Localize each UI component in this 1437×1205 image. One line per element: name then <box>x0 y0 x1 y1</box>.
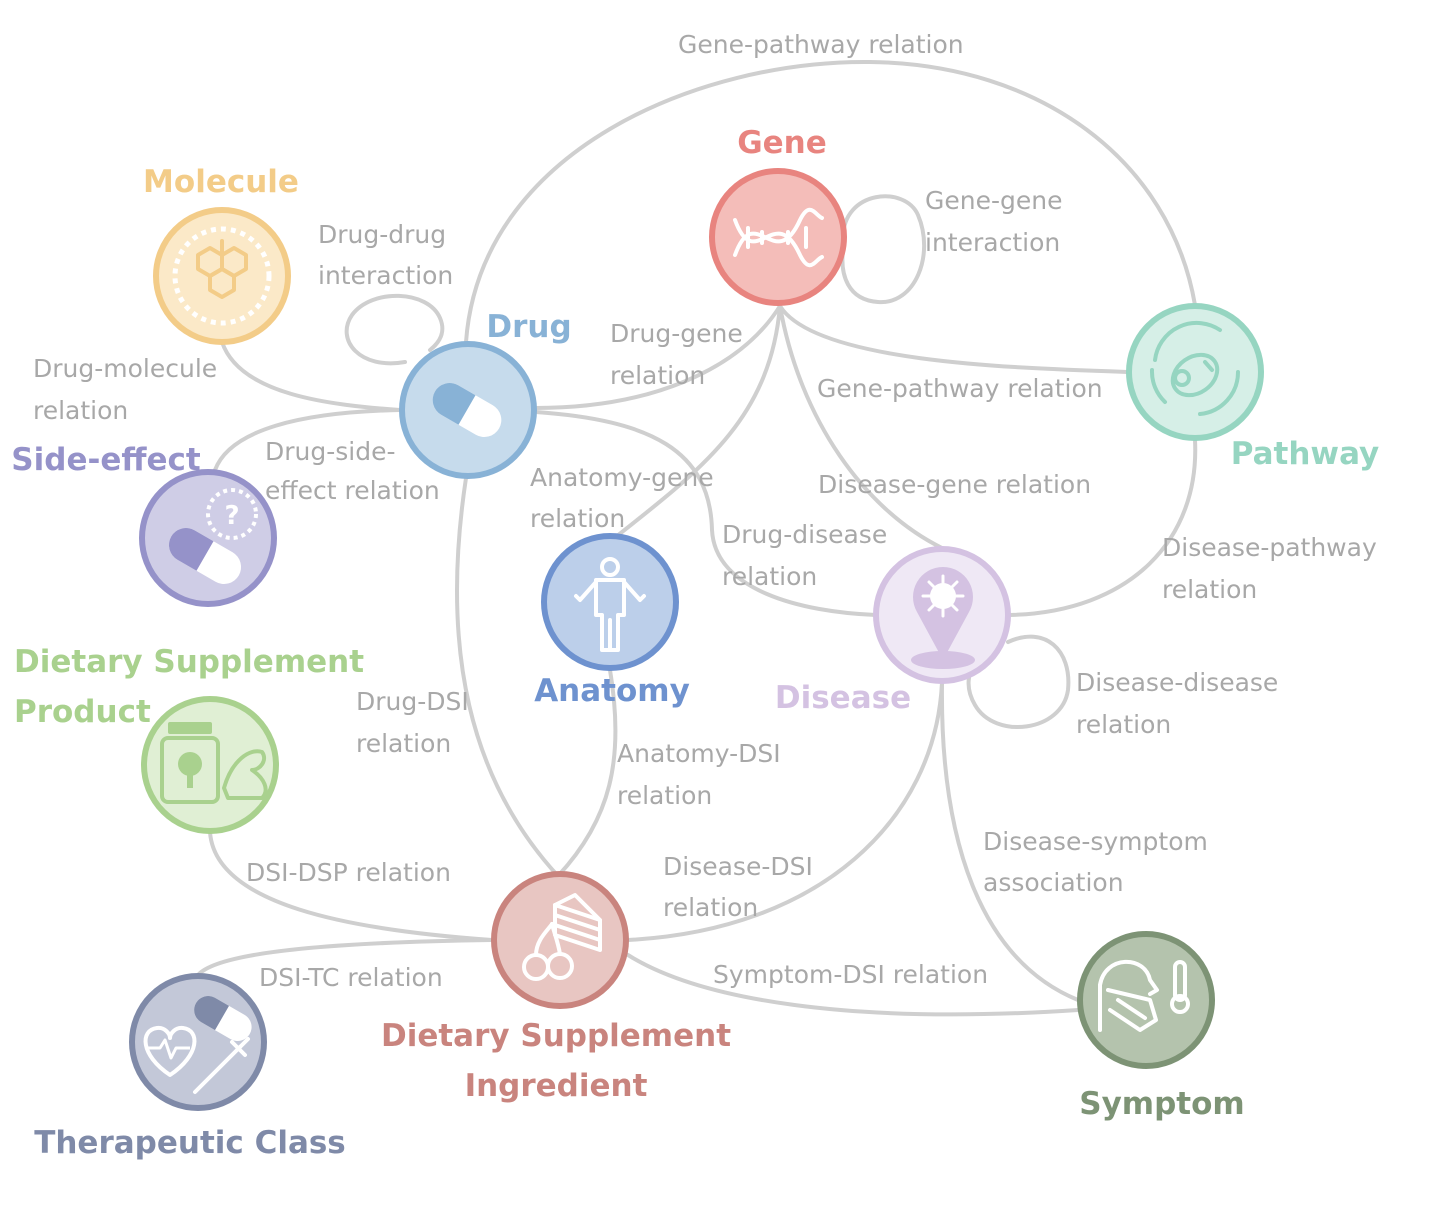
label-drug-side-effect-1: Drug-side- <box>265 437 396 466</box>
node-anatomy: Anatomy <box>534 533 690 709</box>
label-anatomy-dsi-1: Anatomy-DSI <box>617 739 781 768</box>
label-drug-side-effect-2: effect relation <box>265 476 440 505</box>
molecule-label: Molecule <box>143 164 299 200</box>
label-drug-drug-2: interaction <box>318 261 453 290</box>
edge-disease-dsi <box>626 681 944 942</box>
heart-pill-syringe-icon <box>143 996 252 1094</box>
cycle-cell-icon <box>1149 321 1241 416</box>
supplement-bottle-arm-icon <box>160 722 268 804</box>
label-gene-pathway-top: Gene-pathway relation <box>678 30 964 59</box>
therapeutic-class-label: Therapeutic Class <box>34 1125 346 1161</box>
label-gene-pathway-mid: Gene-pathway relation <box>817 374 1103 403</box>
pathway-label: Pathway <box>1231 436 1380 472</box>
label-drug-drug-1: Drug-drug <box>318 220 446 249</box>
dsi-node-circle <box>491 871 629 1009</box>
label-disease-gene: Disease-gene relation <box>818 470 1091 499</box>
label-symptom-dsi: Symptom-DSI relation <box>713 960 988 989</box>
edge-anatomy-dsi <box>556 668 618 878</box>
label-dsi-dsp: DSI-DSP relation <box>246 858 451 887</box>
label-disease-pathway-2: relation <box>1162 575 1257 604</box>
node-side-effect: ? Side-effect <box>11 442 277 607</box>
label-gene-gene-2: interaction <box>925 228 1060 257</box>
label-disease-dsi-1: Disease-DSI <box>663 852 813 881</box>
edge-drug-disease <box>534 410 878 617</box>
anatomy-label: Anatomy <box>534 673 690 709</box>
node-symptom: Symptom <box>1077 931 1245 1122</box>
edge-gene-pathway-mid <box>778 304 1130 374</box>
label-drug-dsi-2: relation <box>356 729 451 758</box>
dna-icon <box>733 207 824 268</box>
label-disease-disease-2: relation <box>1076 710 1171 739</box>
virus-location-pin-icon <box>911 567 975 669</box>
node-pathway: Pathway <box>1126 303 1380 472</box>
label-dsi-tc: DSI-TC relation <box>259 963 443 992</box>
label-anatomy-gene-2: relation <box>530 504 625 533</box>
label-drug-disease-1: Drug-disease <box>722 520 887 549</box>
gene-node-circle <box>709 168 847 306</box>
edge-labels: Gene-pathway relation Gene-gene interact… <box>33 30 1377 992</box>
label-drug-molecule-2: relation <box>33 396 128 425</box>
label-drug-dsi-1: Drug-DSI <box>356 687 469 716</box>
pill-icon <box>432 383 502 437</box>
label-anatomy-dsi-2: relation <box>617 781 712 810</box>
node-gene: Gene <box>709 125 847 306</box>
edge-drug-molecule <box>220 340 402 412</box>
side-effect-label: Side-effect <box>11 442 201 478</box>
label-anatomy-gene-1: Anatomy-gene <box>530 463 714 492</box>
node-drug: Drug <box>399 309 572 479</box>
label-drug-gene-1: Drug-gene <box>610 319 743 348</box>
edge-dsi-tc <box>196 938 494 977</box>
node-dietary-supplement-product: Dietary Supplement Product <box>14 644 364 834</box>
label-disease-dsi-2: relation <box>663 893 758 922</box>
edges <box>196 59 1198 1017</box>
drug-label: Drug <box>486 309 571 345</box>
label-drug-gene-2: relation <box>610 361 705 390</box>
label-drug-molecule-1: Drug-molecule <box>33 354 217 383</box>
dsp-label-line2: Product <box>14 694 151 730</box>
edge-symptom-dsi <box>626 953 1080 1017</box>
hexagon-molecule-icon <box>196 239 248 299</box>
svg-text:?: ? <box>224 501 239 531</box>
edge-dsi-dsp <box>208 830 494 942</box>
label-disease-symptom-2: association <box>983 868 1124 897</box>
edge-drug-dsi <box>454 476 560 878</box>
node-molecule: Molecule <box>143 164 299 345</box>
side-effect-node-circle <box>139 469 277 607</box>
gene-label: Gene <box>737 125 827 161</box>
dsp-label-line1: Dietary Supplement <box>14 644 364 680</box>
edge-drug-side-effect <box>213 408 402 472</box>
label-gene-gene-1: Gene-gene <box>925 186 1062 215</box>
edge-disease-symptom <box>939 681 1080 1002</box>
cake-cherry-icon <box>522 893 602 981</box>
edge-anatomy-gene <box>610 304 782 542</box>
node-disease: Disease <box>775 546 1011 716</box>
dsi-label-line1: Dietary Supplement <box>381 1018 731 1054</box>
symptom-label: Symptom <box>1079 1086 1244 1122</box>
node-dietary-supplement-ingredient: Dietary Supplement Ingredient <box>381 871 731 1104</box>
edge-gene-pathway-top <box>464 59 1197 344</box>
dsi-label-line2: Ingredient <box>465 1068 648 1104</box>
masked-face-thermometer-icon <box>1098 959 1190 1032</box>
edge-disease-pathway <box>1008 438 1198 617</box>
pathway-node-circle <box>1126 303 1264 441</box>
edge-drug-drug-loop <box>344 293 445 366</box>
edge-gene-gene-loop <box>840 194 927 305</box>
disease-label: Disease <box>775 680 911 716</box>
label-disease-disease-1: Disease-disease <box>1076 668 1278 697</box>
edge-drug-gene <box>534 304 782 410</box>
anatomy-node-circle <box>541 533 679 671</box>
label-drug-disease-2: relation <box>722 562 817 591</box>
edge-disease-gene <box>778 304 944 550</box>
label-disease-symptom-1: Disease-symptom <box>983 827 1208 856</box>
pill-question-icon: ? <box>168 488 258 584</box>
node-therapeutic-class: Therapeutic Class <box>34 973 346 1161</box>
label-disease-pathway-1: Disease-pathway <box>1162 533 1377 562</box>
molecule-dashed-ring <box>172 226 272 326</box>
human-body-icon <box>574 557 646 652</box>
edge-disease-disease-loop <box>966 634 1071 729</box>
